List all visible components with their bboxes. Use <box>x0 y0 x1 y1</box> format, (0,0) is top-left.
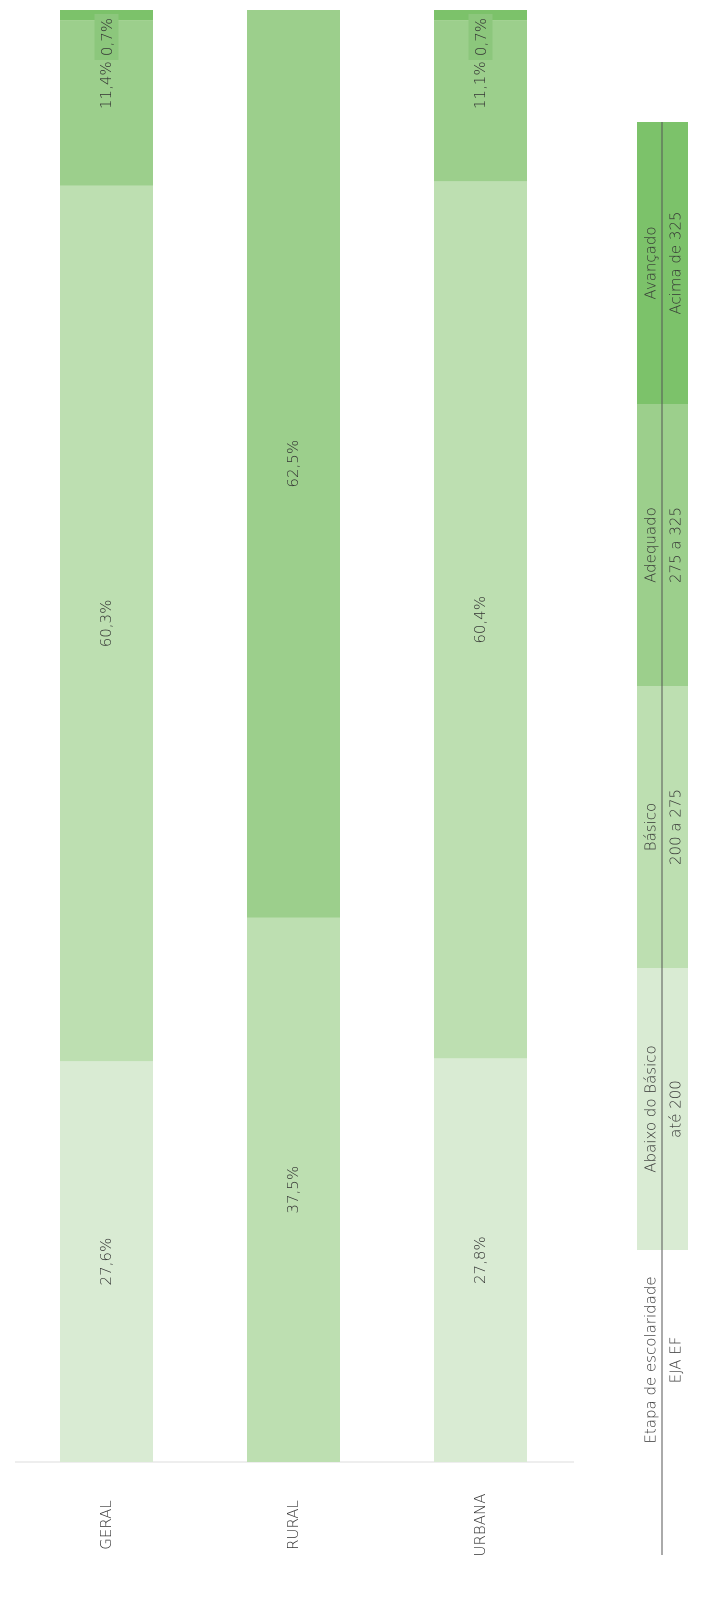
label-box <box>468 14 493 60</box>
bar-segment <box>434 1058 527 1462</box>
x-tick-label: URBANA <box>471 1494 489 1557</box>
bar-segment <box>434 181 527 1059</box>
legend-label: Básico <box>642 803 660 851</box>
x-tick-label: RURAL <box>284 1500 302 1550</box>
data-label: 27,6% <box>97 1238 115 1286</box>
legend-range: Acima de 325 <box>667 211 685 314</box>
legend-range: 275 a 325 <box>667 507 685 583</box>
legend-title: Etapa de escolaridade <box>642 1276 660 1443</box>
legend-range: 200 a 275 <box>667 789 685 865</box>
legend-subtitle: EJA EF <box>667 1337 685 1384</box>
data-label: 60,3% <box>97 600 115 648</box>
legend-label: Avançado <box>642 226 660 299</box>
data-label: 27,8% <box>471 1236 489 1284</box>
data-label: 0,7% <box>472 18 490 56</box>
data-label: 60,4% <box>471 596 489 644</box>
data-label: 62,5% <box>284 440 302 488</box>
data-label: 11,4% <box>97 61 115 109</box>
bar-segment <box>247 917 340 1462</box>
bar-segment <box>60 1061 153 1462</box>
data-label: 37,5% <box>284 1166 302 1214</box>
data-label: 11,1% <box>471 61 489 109</box>
x-tick-label: GERAL <box>97 1500 115 1550</box>
data-label: 0,7% <box>98 18 116 56</box>
bar-segment <box>247 10 340 918</box>
label-box <box>94 14 119 60</box>
bar-segment <box>60 185 153 1062</box>
legend-label: Abaixo do Básico <box>642 1045 660 1172</box>
legend-range: até 200 <box>667 1080 685 1138</box>
legend-label: Adequado <box>642 507 660 583</box>
